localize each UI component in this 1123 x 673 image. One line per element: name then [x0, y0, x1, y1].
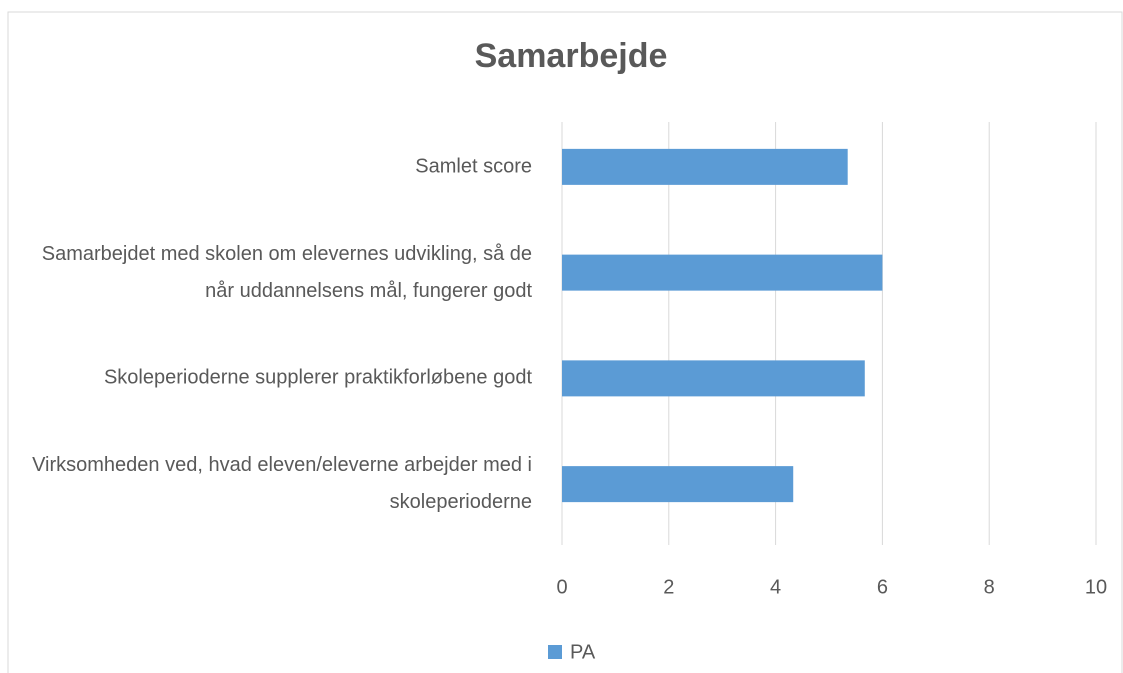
y-tick-label: Virksomheden ved, hvad eleven/eleverne a… — [32, 454, 532, 514]
x-tick-label: 6 — [877, 576, 888, 598]
bar — [562, 360, 865, 397]
x-tick-label: 2 — [663, 576, 674, 598]
y-tick-label: Samarbejdet med skolen om elevernes udvi… — [41, 242, 532, 302]
legend-swatch — [548, 645, 562, 659]
chart-title: Samarbejde — [475, 37, 668, 75]
bar — [562, 254, 883, 291]
x-tick-label: 8 — [984, 576, 995, 598]
x-tick-label: 0 — [556, 576, 567, 598]
chart-border — [7, 11, 1123, 673]
legend-label: PA — [570, 641, 596, 663]
y-tick-label: Skoleperioderne supplerer praktikforløbe… — [103, 366, 532, 389]
x-tick-label: 4 — [770, 576, 781, 598]
y-tick-label: Samlet score — [415, 155, 532, 178]
bar — [562, 466, 794, 503]
x-tick-label: 10 — [1085, 576, 1107, 598]
bar — [562, 148, 848, 185]
